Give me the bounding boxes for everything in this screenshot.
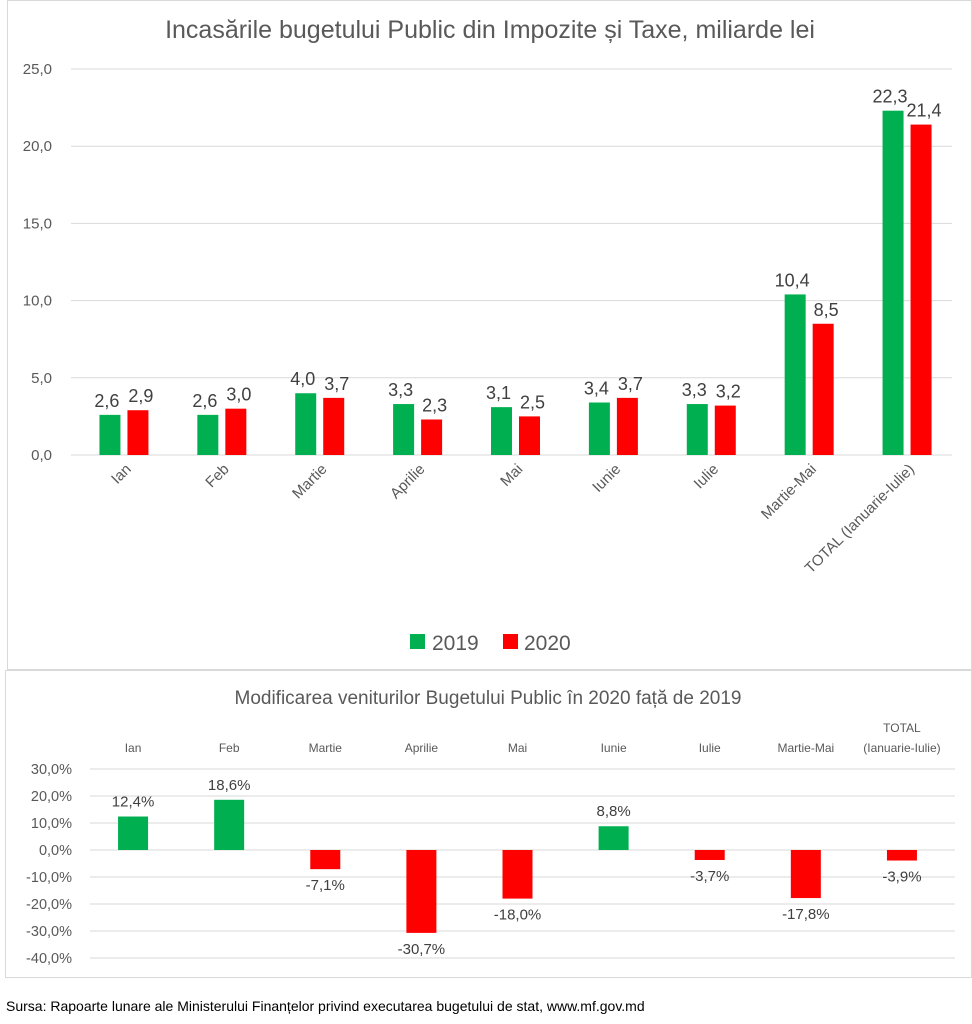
y-tick-label: -10,0% <box>26 870 72 886</box>
x-category-label: Feb <box>202 461 232 491</box>
data-label-2020-0: 2,9 <box>128 386 153 406</box>
data-label-2020-7: 8,5 <box>814 300 839 320</box>
change-bar-4 <box>502 850 533 899</box>
change-data-label: -3,7% <box>690 868 729 885</box>
data-label-2019-6: 3,3 <box>682 380 707 400</box>
change-data-label: -3,9% <box>882 869 921 886</box>
x-category-label: Feb <box>219 741 240 755</box>
data-label-2019-8: 22,3 <box>873 87 908 107</box>
y-tick-label: 0,0 <box>31 447 52 464</box>
change-data-label: 12,4% <box>112 794 155 811</box>
y-tick-label: 10,0% <box>31 816 72 832</box>
source-note: Sursa: Rapoarte lunare ale Ministerului … <box>6 998 645 1014</box>
x-category-label: Iunie <box>601 741 627 755</box>
x-category-label: Mai <box>497 461 526 490</box>
bar-2020-6 <box>714 405 736 455</box>
bar-2019-5 <box>588 402 610 455</box>
bar-2019-4 <box>491 407 512 455</box>
bar-2019-3 <box>393 404 415 455</box>
change-bar-2 <box>310 850 341 870</box>
bar-2020-1 <box>225 408 247 455</box>
y-tick-label: 5,0 <box>31 370 52 387</box>
bar-2019-2 <box>295 393 317 455</box>
data-label-2020-3: 2,3 <box>422 395 447 415</box>
data-label-2019-2: 4,0 <box>290 369 315 389</box>
x-category-label: Mai <box>508 741 527 755</box>
x-category-label: Iulie <box>691 461 722 492</box>
legend-label-2020: 2020 <box>524 632 571 655</box>
y-tick-label: -30,0% <box>26 924 72 940</box>
x-category-label: Martie-Mai <box>777 741 834 755</box>
bar-2019-0 <box>99 414 121 455</box>
data-label-2019-4: 3,1 <box>486 383 511 403</box>
bar-2020-0 <box>127 410 149 455</box>
legend-swatch-2019 <box>410 634 425 649</box>
x-category-label: TOTAL <box>883 721 921 735</box>
bar-2019-6 <box>686 404 708 455</box>
x-category-label: Martie <box>289 461 330 502</box>
change-chart-panel <box>5 670 972 978</box>
data-label-2020-4: 2,5 <box>520 392 545 412</box>
chart-title: Modificarea veniturilor Bugetului Public… <box>235 688 742 709</box>
y-tick-label: 25,0 <box>23 61 52 78</box>
revenue-chart-panel <box>7 0 972 670</box>
bar-2020-7 <box>812 323 834 455</box>
bar-2019-8 <box>882 110 904 456</box>
change-bar-6 <box>694 850 725 860</box>
x-category-label: Ian <box>108 461 135 488</box>
change-bar-0 <box>118 816 149 850</box>
bar-2020-2 <box>323 397 345 455</box>
data-label-2019-1: 2,6 <box>192 391 217 411</box>
y-tick-label: 20,0 <box>23 138 52 155</box>
data-label-2019-7: 10,4 <box>775 270 810 290</box>
legend-label-2019: 2019 <box>432 632 479 655</box>
x-category-label: Martie <box>309 741 343 755</box>
data-label-2019-5: 3,4 <box>584 379 609 399</box>
bar-2020-5 <box>616 397 638 455</box>
x-category-label: (Ianuarie-Iulie) <box>863 741 940 755</box>
change-bar-8 <box>886 850 917 861</box>
x-category-label: Aprilie <box>405 741 439 755</box>
data-label-2019-3: 3,3 <box>388 380 413 400</box>
bar-2020-8 <box>910 124 932 456</box>
data-label-2020-6: 3,2 <box>716 382 741 402</box>
y-tick-label: 15,0 <box>23 215 52 232</box>
bar-2020-4 <box>519 416 540 455</box>
change-data-label: -30,7% <box>398 941 446 958</box>
change-bar-chart: Modificarea veniturilor Bugetului Public… <box>26 688 955 967</box>
change-data-label: -7,1% <box>306 877 345 894</box>
x-category-label: Iulie <box>699 741 721 755</box>
bar-2019-7 <box>784 294 806 455</box>
chart-legend: 2019 2020 <box>410 632 571 655</box>
x-category-label: TOTAL (Ianuarie-Iulie) <box>802 461 918 577</box>
bar-2019-1 <box>197 414 219 455</box>
x-category-label: Martie-Mai <box>758 461 820 523</box>
change-data-label: -18,0% <box>494 907 542 924</box>
data-label-2020-8: 21,4 <box>907 101 942 121</box>
bar-2020-3 <box>421 419 443 455</box>
data-label-2020-1: 3,0 <box>226 385 251 405</box>
x-category-label: Ian <box>125 741 142 755</box>
change-bar-1 <box>214 799 245 850</box>
y-tick-label: 20,0% <box>31 789 72 805</box>
y-tick-label: -20,0% <box>26 897 72 913</box>
y-tick-label: 0,0% <box>39 843 72 859</box>
x-category-label: Aprilie <box>387 461 428 502</box>
y-tick-label: 10,0 <box>23 293 52 310</box>
y-tick-label: 30,0% <box>31 762 72 778</box>
change-data-label: 18,6% <box>208 777 251 794</box>
legend-swatch-2020 <box>503 634 518 649</box>
data-label-2019-0: 2,6 <box>94 391 119 411</box>
chart-title: Incasările bugetului Public din Impozite… <box>165 16 815 44</box>
change-bar-5 <box>598 826 629 850</box>
revenue-bar-chart: Incasările bugetului Public din Impozite… <box>23 16 952 655</box>
change-bar-3 <box>406 850 437 933</box>
change-bar-7 <box>790 850 821 899</box>
data-label-2020-5: 3,7 <box>618 374 643 394</box>
change-data-label: 8,8% <box>597 803 631 820</box>
change-data-label: -17,8% <box>782 906 830 923</box>
y-tick-label: -40,0% <box>26 951 72 967</box>
x-category-label: Iunie <box>589 461 624 496</box>
data-label-2020-2: 3,7 <box>324 374 349 394</box>
